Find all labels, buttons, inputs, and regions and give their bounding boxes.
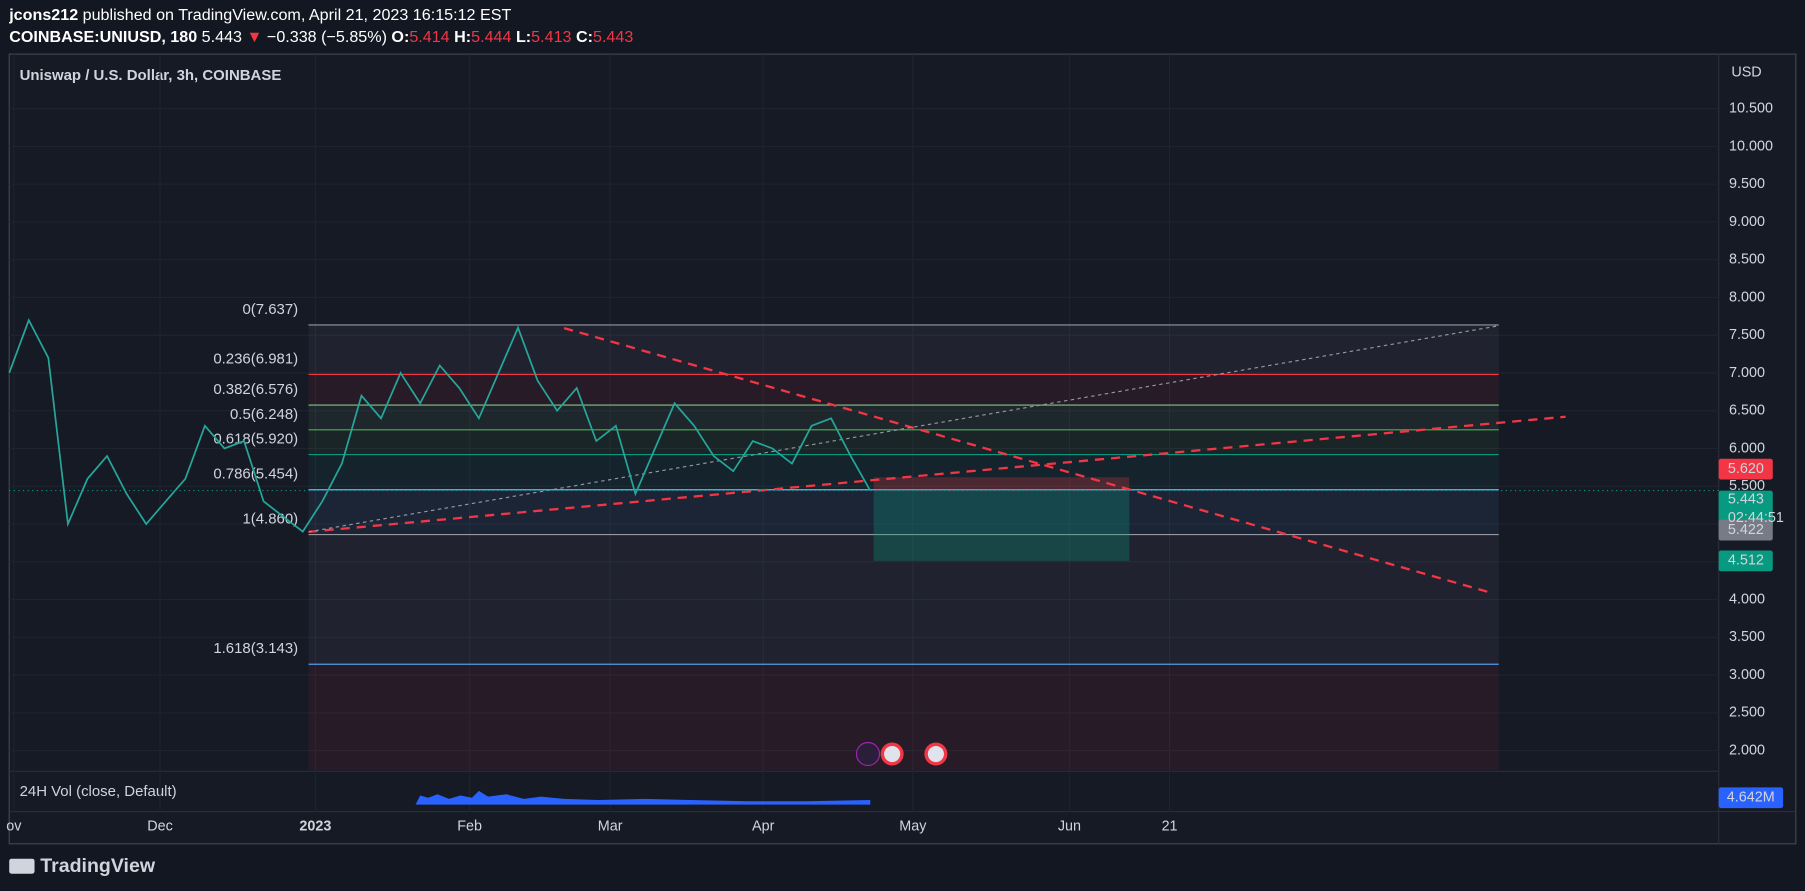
last: 5.443: [202, 28, 242, 46]
logo: TradingView: [9, 855, 156, 877]
fib-label: 1.618(3.143): [213, 640, 298, 657]
ohlc-label: H:: [454, 28, 471, 46]
ohlc-label: C:: [576, 28, 593, 46]
y-tick-label: 10.000: [1729, 138, 1773, 154]
ohlc-label: L:: [516, 28, 531, 46]
price-tag: [1718, 550, 1773, 572]
volume-tag: [1718, 787, 1784, 809]
arrow: ▼: [246, 28, 262, 46]
y-tick-label: 9.500: [1729, 176, 1765, 192]
stop-zone: [873, 477, 1130, 491]
x-tick-label: ov: [6, 818, 22, 834]
event-icon: [855, 741, 881, 767]
fib-label: 1(4.860): [242, 511, 298, 528]
ohlc-label: O:: [391, 28, 409, 46]
y-tick-label: 8.500: [1729, 252, 1765, 268]
x-tick-label: Dec: [147, 818, 173, 834]
ohlc-value: 5.413: [531, 28, 571, 46]
ohlc-value: 5.414: [409, 28, 449, 46]
trendline: [308, 415, 1566, 533]
target-zone: [873, 490, 1130, 561]
plot-layer: 2.0002.5003.0003.5004.0004.5005.0005.500…: [6, 54, 1784, 834]
fib-label: 0.236(6.981): [213, 350, 298, 367]
fib-band: [308, 405, 1499, 430]
volume-area: [415, 790, 871, 805]
price-tag: [1718, 519, 1773, 541]
symbol: COINBASE:UNIUSD, 180: [9, 28, 197, 46]
x-tick-label: Apr: [752, 818, 775, 834]
price-tag: [1718, 490, 1773, 528]
y-tick-label: 7.500: [1729, 327, 1765, 343]
y-tick-label: 9.000: [1729, 214, 1765, 230]
price-line: [8, 318, 872, 533]
x-tick-label: Jun: [1058, 818, 1081, 834]
y-tick-label: 6.000: [1729, 440, 1765, 456]
trendline: [308, 325, 1499, 533]
fib-band: [308, 534, 1499, 665]
event-icon: [927, 745, 944, 763]
y-tick-label: 10.500: [1729, 101, 1773, 117]
y-tick-label: 2.500: [1729, 705, 1765, 721]
y-tick-label: 8.000: [1729, 289, 1765, 305]
fib-band: [308, 374, 1499, 406]
price-tag: [1718, 458, 1773, 480]
y-unit: USD: [1731, 64, 1761, 80]
fib-label: 0.382(6.576): [213, 381, 298, 398]
fib-label: 0.618(5.920): [213, 431, 298, 448]
y-tick-label: 4.000: [1729, 591, 1765, 607]
fib-label: 0(7.637): [242, 301, 298, 318]
x-tick-label: 2023: [299, 818, 331, 834]
fib-band: [308, 664, 1499, 771]
ohlc-value: 5.443: [593, 28, 633, 46]
price-tag-label: 5.422: [1728, 522, 1764, 538]
x-tick-label: Mar: [598, 818, 623, 834]
volume-label: 24H Vol (close, Default): [20, 783, 177, 800]
volume-tag-label: 4.642M: [1727, 790, 1775, 806]
publisher: jcons212: [8, 6, 78, 24]
fib-band: [308, 324, 1499, 375]
ohlc-value: 5.444: [471, 28, 511, 46]
y-tick-label: 5.500: [1729, 478, 1765, 494]
event-icons: [855, 741, 948, 767]
fib-band: [308, 454, 1499, 490]
y-tick-label: 3.000: [1729, 667, 1765, 683]
logo-mark: [9, 858, 35, 874]
x-tick-label: 21: [1162, 818, 1178, 834]
x-tick-label: Feb: [457, 818, 482, 834]
header-line: jcons212 published on TradingView.com, A…: [8, 6, 511, 24]
event-icon: [884, 745, 901, 763]
chart-title: Uniswap / U.S. Dollar, 3h, COINBASE: [20, 67, 282, 84]
y-tick-label: 6.500: [1729, 403, 1765, 419]
x-tick-label: May: [899, 818, 927, 834]
price-tag-label: 4.512: [1728, 553, 1764, 569]
y-tick-label: 2.000: [1729, 742, 1765, 758]
fib-band: [308, 429, 1499, 455]
y-tick-label: 3.500: [1729, 629, 1765, 645]
change: −0.338 (−5.85%): [267, 28, 387, 46]
price-tag-label: 5.443: [1728, 492, 1764, 508]
price-tag-label: 5.620: [1728, 461, 1764, 477]
fib-label: 0.5(6.248): [230, 406, 298, 423]
published: published on TradingView.com, April 21, …: [83, 6, 512, 24]
fib-label: 0.786(5.454): [213, 466, 298, 483]
countdown: 02:44:51: [1728, 510, 1784, 526]
symbol-line: COINBASE:UNIUSD, 180 5.443 ▼ −0.338 (−5.…: [9, 28, 633, 46]
brand: TradingView: [40, 855, 156, 877]
y-tick-label: 7.000: [1729, 365, 1765, 381]
